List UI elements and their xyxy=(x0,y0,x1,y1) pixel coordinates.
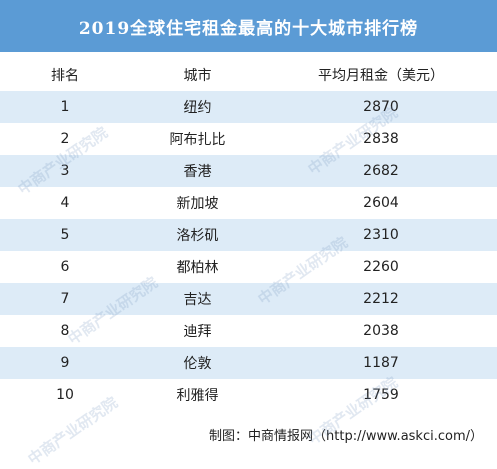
table-row: 10 利雅得 1759 xyxy=(0,379,497,411)
rent-cell: 2310 xyxy=(265,219,497,251)
city-cell: 阿布扎比 xyxy=(130,123,265,155)
city-cell: 都柏林 xyxy=(130,251,265,283)
city-cell: 利雅得 xyxy=(130,379,265,411)
rent-cell: 2212 xyxy=(265,283,497,315)
rank-cell: 10 xyxy=(0,379,130,411)
header-rank: 排名 xyxy=(51,67,79,84)
city-cell: 新加坡 xyxy=(130,187,265,219)
city-cell: 迪拜 xyxy=(130,315,265,347)
rent-cell: 2260 xyxy=(265,251,497,283)
table-row: 7 吉达 2212 xyxy=(0,283,497,315)
rent-cell: 2838 xyxy=(265,123,497,155)
header-rent: 平均月租金（美元） xyxy=(318,67,444,84)
rent-cell: 1187 xyxy=(265,347,497,379)
table-row: 3 香港 2682 xyxy=(0,155,497,187)
city-cell: 香港 xyxy=(130,155,265,187)
header-city: 城市 xyxy=(183,67,212,84)
table-header-row: 排名 城市 平均月租金（美元） xyxy=(0,58,497,91)
rent-cell: 2682 xyxy=(265,155,497,187)
rent-cell: 2604 xyxy=(265,187,497,219)
table-row: 4 新加坡 2604 xyxy=(0,187,497,219)
city-cell: 洛杉矶 xyxy=(130,219,265,251)
rent-cell: 2038 xyxy=(265,315,497,347)
rank-cell: 4 xyxy=(0,187,130,219)
city-cell: 吉达 xyxy=(130,283,265,315)
rank-cell: 5 xyxy=(0,219,130,251)
table-row: 5 洛杉矶 2310 xyxy=(0,219,497,251)
rent-cell: 1759 xyxy=(265,379,497,411)
rank-cell: 3 xyxy=(0,155,130,187)
table-row: 9 伦敦 1187 xyxy=(0,347,497,379)
table-row: 2 阿布扎比 2838 xyxy=(0,123,497,155)
city-cell: 伦敦 xyxy=(130,347,265,379)
rank-cell: 9 xyxy=(0,347,130,379)
table-row: 8 迪拜 2038 xyxy=(0,315,497,347)
ranking-table: 排名 城市 平均月租金（美元） 1 纽约 2870 2 阿布扎比 2838 3 香港 2682 4… xyxy=(0,58,497,411)
rank-cell: 2 xyxy=(0,123,130,155)
city-cell: 纽约 xyxy=(130,91,265,123)
rank-cell: 1 xyxy=(0,91,130,123)
source-note: 制图：中商情报网（http://www.askci.com/） xyxy=(209,429,483,444)
chart-title: 2019全球住宅租金最高的十大城市排行榜 xyxy=(0,0,497,52)
rent-cell: 2870 xyxy=(265,91,497,123)
rank-cell: 6 xyxy=(0,251,130,283)
table-row: 6 都柏林 2260 xyxy=(0,251,497,283)
table-row: 1 纽约 2870 xyxy=(0,91,497,123)
rank-cell: 8 xyxy=(0,315,130,347)
rank-cell: 7 xyxy=(0,283,130,315)
